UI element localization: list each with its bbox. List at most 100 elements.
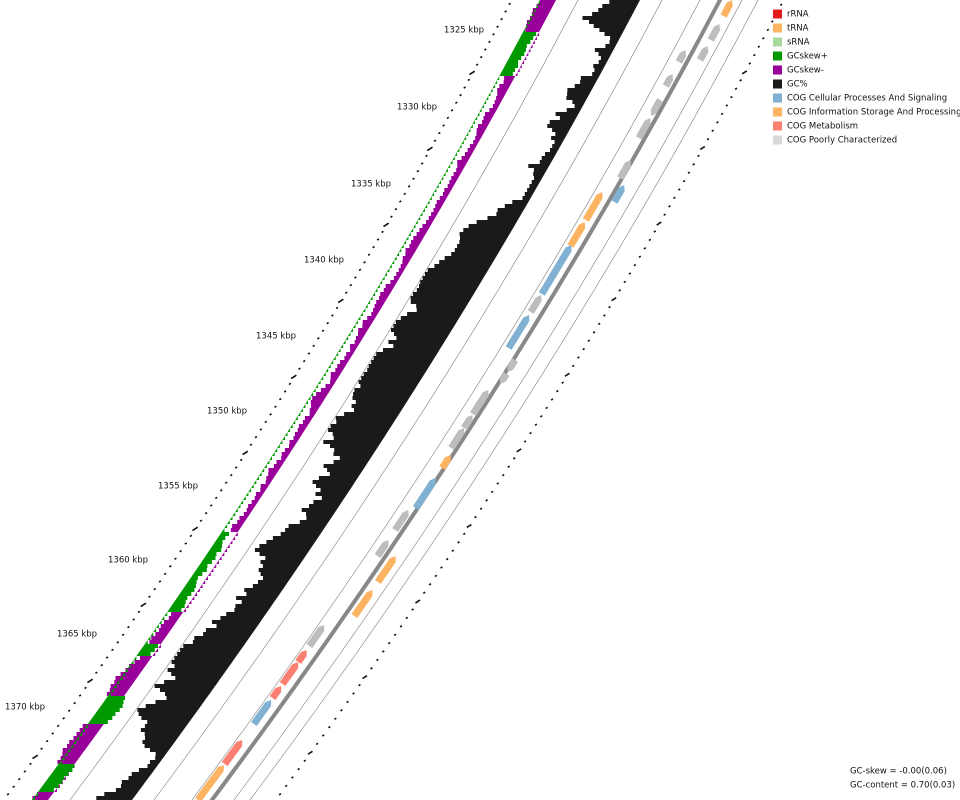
feature-arrow [527,295,542,314]
ruler-tick [312,344,315,348]
ruler-tick [321,734,325,737]
ruler-tick [512,457,516,460]
feature-arrow [295,650,307,664]
ruler-tick [121,633,125,636]
ruler-tick [582,347,586,351]
ruler-tick [372,245,375,249]
ruler-tick [32,754,39,760]
ruler-tick [416,169,420,173]
ruler-tick [288,382,292,386]
ruler-tick [445,557,449,561]
ruler-tick [67,709,71,712]
feature-arrow [617,160,631,180]
ruler-tick [383,222,390,228]
ruler-tick [539,415,543,418]
ruler-label: 1355 kbp [158,482,198,492]
feature-arrow [707,24,721,42]
ruler-label: 1365 kbp [57,630,97,640]
ruler-tick [204,511,208,515]
feature-arrow [306,625,325,648]
ruler-tick [307,750,313,755]
ruler-tick [488,40,491,44]
ruler-tick [454,101,458,104]
ruler-tick [334,717,337,720]
ruler-tick [412,177,415,180]
ruler-tick [340,709,343,712]
ruler-tick [362,675,368,680]
ruler-tick [459,93,462,97]
legend-swatch [773,79,782,89]
ruler-tick [663,213,666,216]
ruler-tick [734,87,738,90]
ruler-tick [545,406,549,410]
ruler-tick [398,200,402,203]
ruler-tick [433,139,437,142]
ruler-tick [137,610,141,614]
ruler-tick [209,504,213,507]
ruler-tick [405,616,409,620]
ruler-tick [234,466,238,469]
ruler-tick [331,314,334,317]
feature-arrow [351,590,373,618]
ruler-tick [297,767,300,771]
legend-label: COG Poorly Characterized [787,136,897,146]
legend-swatch [773,65,782,75]
ruler-tick [229,473,233,477]
ruler-tick [638,255,642,258]
ruler-tick [428,583,432,586]
ruler-tick [633,263,637,267]
ruler-tick [534,423,538,426]
ruler-tick [779,3,783,6]
ruler-tick [349,283,353,287]
ruler-tick [381,650,385,653]
ruler-tick [490,490,494,494]
ruler-tick [407,185,411,188]
ruler-tick [529,431,532,435]
legend-swatch [773,37,782,47]
ring-line [191,0,701,800]
feature-arrow [499,372,510,384]
ruler-tick [192,526,199,532]
feature-arrow [439,455,451,470]
ruler-tick [434,574,438,578]
ruler-tick [249,443,253,446]
ruler-tick [523,440,527,443]
ruler-tick [317,337,320,340]
ruler-tick [479,55,483,59]
ruler-tick [174,557,177,560]
gc-content-stat: GC-content = 0.70(0.03) [850,781,955,791]
ruler-tick [739,79,742,82]
ruler-tick [346,700,349,704]
ruler-tick [656,221,662,226]
ruler-tick [62,717,66,720]
ruler-tick [628,272,632,275]
ruler-tick [496,482,500,485]
ruler-tick [78,694,82,697]
ruler-tick [623,280,627,284]
ruler-tick [677,188,681,191]
feature-arrow [696,46,709,62]
backbone [209,0,723,800]
ruler-tick [516,448,522,453]
ruler-tick [555,389,559,393]
legend-label: tRNA [787,24,809,34]
ruler-tick [711,129,715,132]
feature-arrow [720,0,733,18]
ruler-tick [381,230,384,234]
legend-label: GC% [787,80,808,90]
feature-arrow [507,358,519,372]
ruler-tick [442,124,445,127]
legend-swatch [773,121,782,131]
ruler-tick [189,534,193,538]
ruler-tick [278,397,282,401]
ruler-tick [571,364,575,368]
legend-swatch [773,135,782,145]
feature-arrow [269,686,282,700]
ruler-tick [283,390,287,393]
ruler-labels: 1325 kbp 1330 kbp 1335 kbp 1340 kbp 1345 kbp… [5,26,484,713]
legend-label: COG Cellular Processes And Signaling [787,94,947,104]
ruler-tick [148,595,151,598]
feature-arrow [582,192,603,222]
